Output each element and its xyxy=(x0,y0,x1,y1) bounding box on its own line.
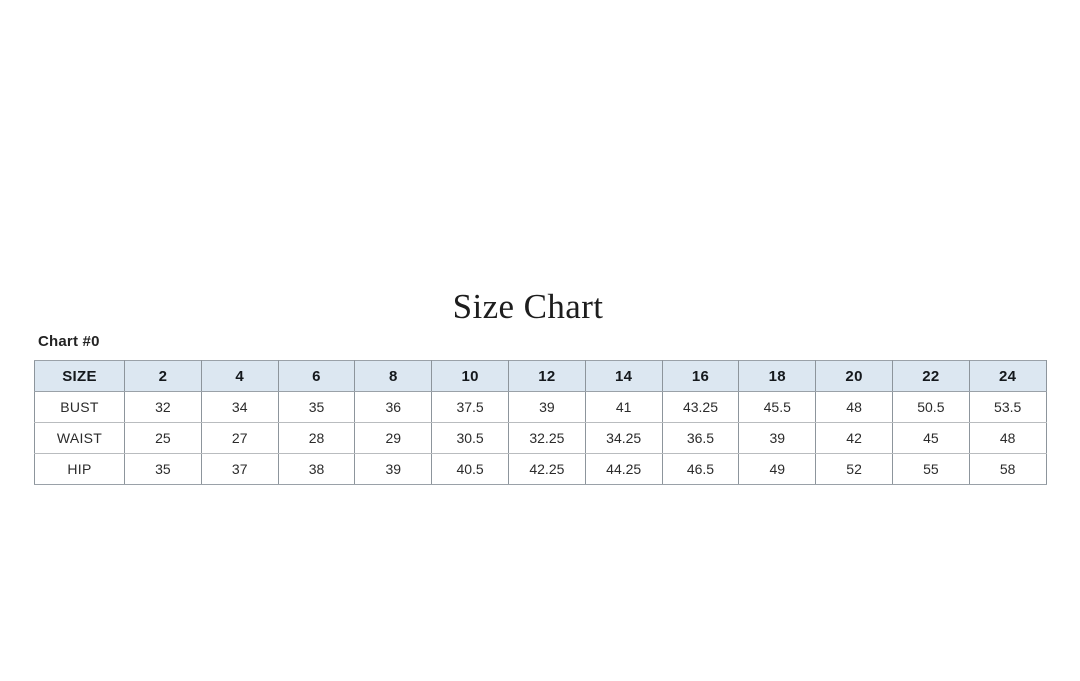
cell-bust-24: 53.5 xyxy=(968,391,1047,423)
cell-bust-6: 35 xyxy=(277,391,356,423)
cell-waist-4: 27 xyxy=(200,422,279,454)
cell-waist-12: 32.25 xyxy=(507,422,586,454)
column-header-size-12: 12 xyxy=(507,360,586,392)
column-header-size-6: 6 xyxy=(277,360,356,392)
size-chart-table: SIZE 2 4 6 8 10 12 14 16 18 20 22 24 BUST 32 34 35 36 37.… xyxy=(34,360,1047,485)
cell-hip-10: 40.5 xyxy=(431,453,509,485)
cell-bust-18: 45.5 xyxy=(738,391,817,423)
page-title: Size Chart xyxy=(452,287,604,326)
cell-waist-8: 29 xyxy=(354,422,433,454)
row-label-hip: HIP xyxy=(34,453,125,485)
column-header-size-18: 18 xyxy=(738,360,817,392)
column-header-size-20: 20 xyxy=(815,360,893,392)
cell-waist-10: 30.5 xyxy=(431,422,509,454)
cell-hip-4: 37 xyxy=(200,453,279,485)
cell-waist-16: 36.5 xyxy=(661,422,740,454)
column-header-size-14: 14 xyxy=(584,360,663,392)
cell-bust-14: 41 xyxy=(584,391,663,423)
cell-waist-14: 34.25 xyxy=(584,422,663,454)
cell-hip-12: 42.25 xyxy=(507,453,586,485)
column-header-size-4: 4 xyxy=(200,360,279,392)
table-row: HIP 35 37 38 39 40.5 42.25 44.25 46.5 49 52 55 58 xyxy=(34,453,1047,485)
cell-bust-20: 48 xyxy=(815,391,893,423)
cell-hip-20: 52 xyxy=(815,453,893,485)
cell-bust-12: 39 xyxy=(507,391,586,423)
cell-waist-22: 45 xyxy=(891,422,970,454)
cell-hip-24: 58 xyxy=(968,453,1047,485)
cell-bust-2: 32 xyxy=(124,391,202,423)
cell-bust-22: 50.5 xyxy=(891,391,970,423)
cell-hip-14: 44.25 xyxy=(584,453,663,485)
row-label-bust: BUST xyxy=(34,391,125,423)
column-header-size-10: 10 xyxy=(431,360,509,392)
cell-waist-18: 39 xyxy=(738,422,817,454)
cell-hip-22: 55 xyxy=(891,453,970,485)
table-header-row: SIZE 2 4 6 8 10 12 14 16 18 20 22 24 xyxy=(34,360,1047,392)
cell-hip-18: 49 xyxy=(738,453,817,485)
column-header-size-2: 2 xyxy=(124,360,202,392)
cell-bust-4: 34 xyxy=(200,391,279,423)
cell-waist-2: 25 xyxy=(124,422,202,454)
cell-bust-10: 37.5 xyxy=(431,391,509,423)
row-label-waist: WAIST xyxy=(34,422,125,454)
cell-hip-6: 38 xyxy=(277,453,356,485)
cell-bust-8: 36 xyxy=(354,391,433,423)
table-row: WAIST 25 27 28 29 30.5 32.25 34.25 36.5 39 42 45 48 xyxy=(34,422,1047,454)
size-table-container: SIZE 2 4 6 8 10 12 14 16 18 20 22 24 BUST 32 34 35 36 37.… xyxy=(34,360,1047,485)
cell-hip-2: 35 xyxy=(124,453,202,485)
cell-hip-16: 46.5 xyxy=(661,453,740,485)
cell-waist-20: 42 xyxy=(815,422,893,454)
column-header-size-22: 22 xyxy=(891,360,970,392)
table-row: BUST 32 34 35 36 37.5 39 41 43.25 45.5 48 50.5 53.5 xyxy=(34,391,1047,423)
table-header: SIZE 2 4 6 8 10 12 14 16 18 20 22 24 xyxy=(34,360,1047,392)
table-body: BUST 32 34 35 36 37.5 39 41 43.25 45.5 48 50.5 53.5 W… xyxy=(34,391,1047,485)
cell-waist-24: 48 xyxy=(968,422,1047,454)
column-header-size-8: 8 xyxy=(354,360,433,392)
cell-bust-16: 43.25 xyxy=(661,391,740,423)
column-header-size-16: 16 xyxy=(661,360,740,392)
column-header-size-24: 24 xyxy=(968,360,1047,392)
cell-hip-8: 39 xyxy=(354,453,433,485)
chart-label: Chart #0 xyxy=(38,333,100,350)
cell-waist-6: 28 xyxy=(277,422,356,454)
column-header-size: SIZE xyxy=(34,360,125,392)
